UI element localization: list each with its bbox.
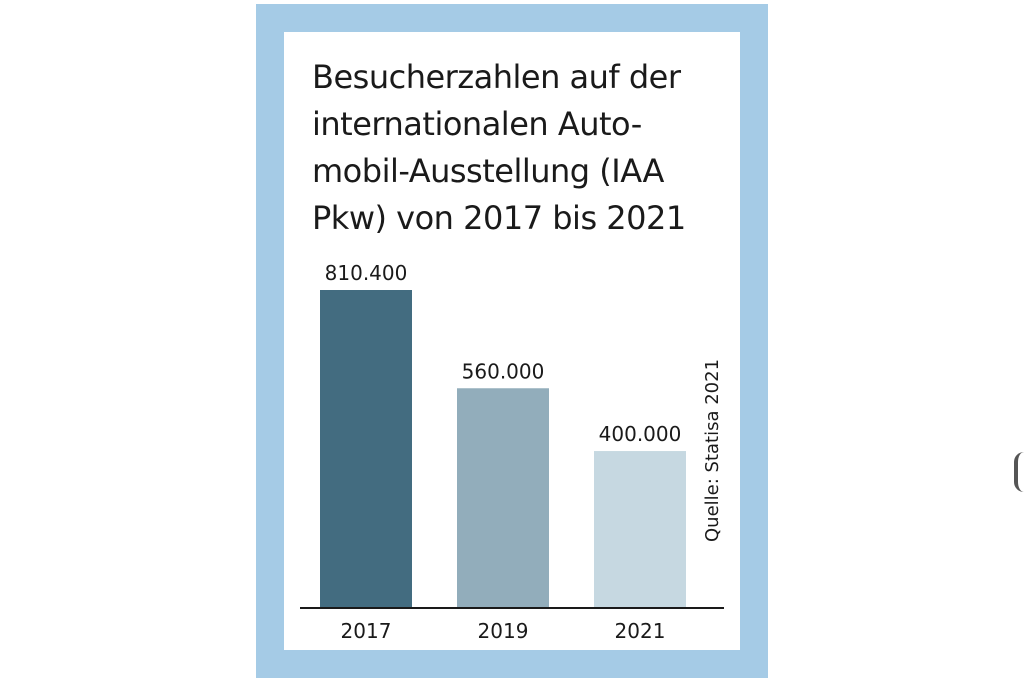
chart-card: Besucherzahlen auf der internationalen A…: [284, 32, 740, 650]
value-label-2017: 810.400: [325, 261, 408, 285]
bar-2017: [320, 290, 412, 608]
chart-title: Besucherzahlen auf der internationalen A…: [312, 58, 686, 237]
bar-2019: [457, 388, 549, 608]
bar-2021: [594, 451, 686, 608]
chart-frame: Besucherzahlen auf der internationalen A…: [256, 4, 768, 678]
source-note: Quelle: Statisa 2021: [702, 358, 723, 542]
value-label-2021: 400.000: [599, 422, 682, 446]
x-tick-label-2021: 2021: [615, 619, 666, 643]
bars-layer: 810.400 2017 560.000 2019 400.000 2021: [320, 261, 686, 643]
bar-chart: 810.400 2017 560.000 2019 400.000 2021: [300, 261, 724, 643]
value-label-2019: 560.000: [462, 359, 545, 383]
x-tick-label-2019: 2019: [478, 619, 529, 643]
x-tick-label-2017: 2017: [341, 619, 392, 643]
edge-fragment-icon: [1014, 452, 1024, 492]
